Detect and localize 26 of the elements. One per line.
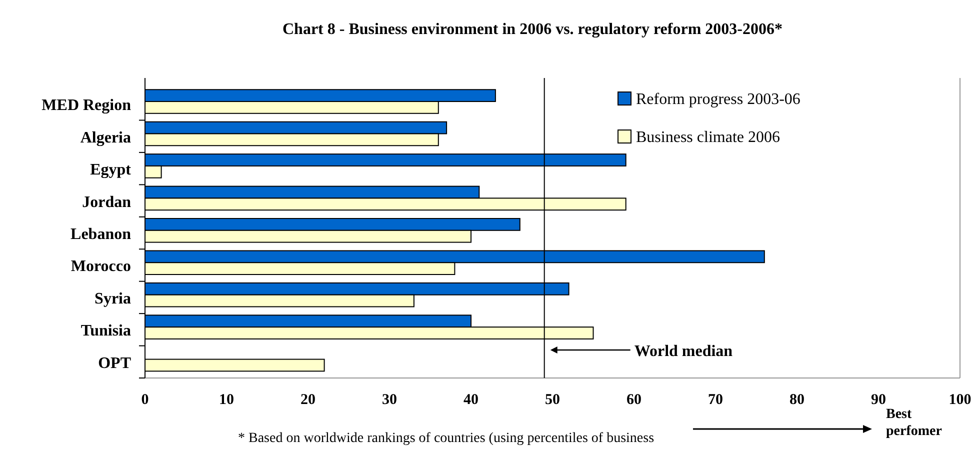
y-tick-label: Morocco: [70, 258, 131, 276]
x-tick-label: 50: [545, 392, 560, 408]
x-tick-label: 30: [382, 392, 397, 408]
chart-title: Chart 8 - Business environment in 2006 vs. regulatory reform 2003-2006*: [282, 21, 782, 38]
x-tick-label: 0: [141, 392, 149, 408]
y-tick-label: Egypt: [90, 162, 132, 179]
legend-label: Business climate 2006: [636, 129, 780, 146]
y-tick-label: OPT: [98, 354, 132, 372]
x-tick-label: 70: [708, 392, 723, 408]
x-tick-label: 60: [626, 392, 642, 408]
ref-line-label: World median: [634, 343, 733, 360]
text: * Based on worldwide rankings of countries (using percentiles of business: [238, 431, 654, 446]
x-tick-label: 40: [464, 392, 478, 408]
x-tick-label: 10: [219, 392, 234, 408]
text: Best perfomer: [886, 407, 942, 439]
y-tick-label: Tunisia: [80, 322, 131, 340]
y-tick-label: Lebanon: [70, 226, 132, 243]
y-tick-label: Algeria: [80, 129, 131, 146]
x-tick-label: 80: [790, 392, 804, 408]
y-tick-label: Jordan: [82, 194, 132, 211]
x-tick-label: 100: [948, 392, 972, 408]
y-tick-label: Syria: [94, 290, 131, 308]
legend-label: Reform progress 2003-06: [636, 91, 800, 108]
x-tick-label: 20: [300, 392, 316, 408]
y-tick-label: MED Region: [42, 97, 132, 114]
x-tick-label: 90: [871, 392, 886, 408]
